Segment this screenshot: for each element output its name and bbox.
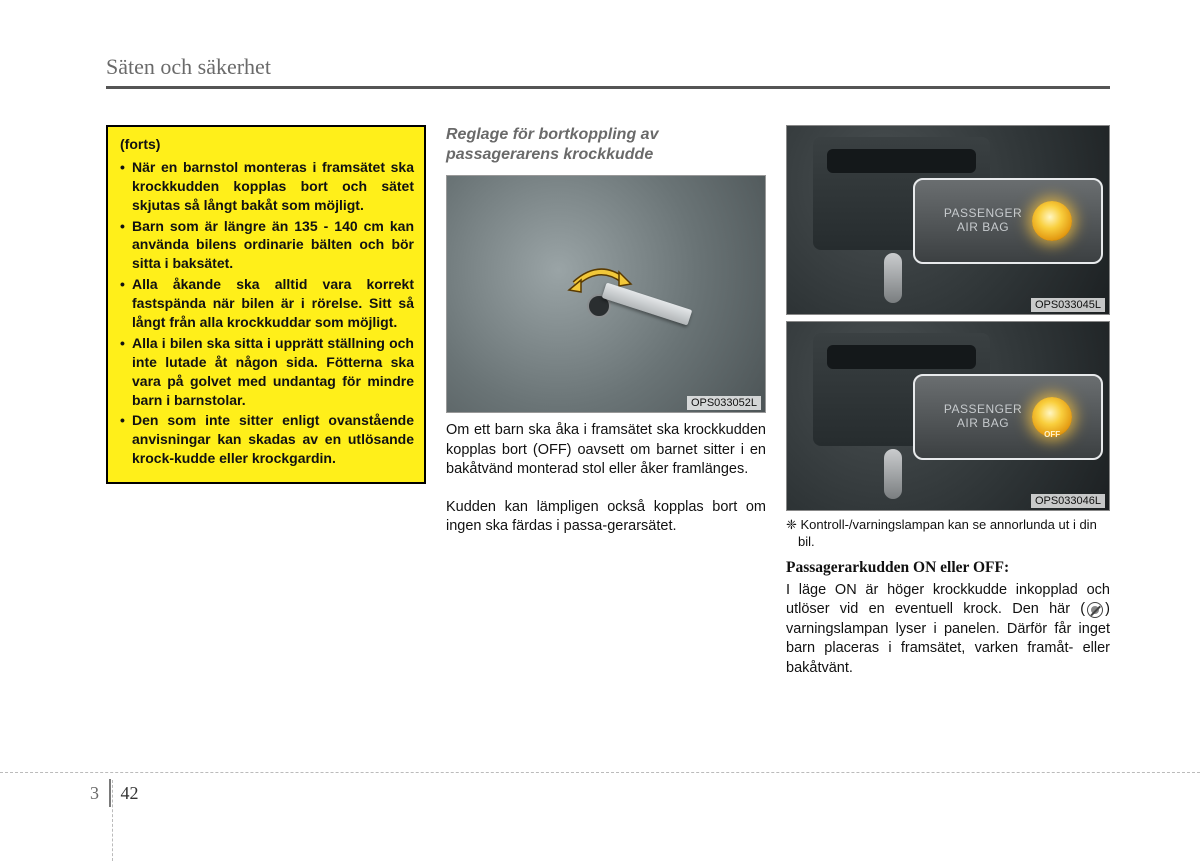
chapter-number: 3 <box>90 783 99 804</box>
figure-dashboard-off: PASSENGER AIR BAG OPS033046L <box>786 321 1110 511</box>
left-column: (forts) När en barnstol monteras i frams… <box>106 125 426 679</box>
content-columns: (forts) När en barnstol monteras i frams… <box>106 125 1110 679</box>
indicator-label-line: PASSENGER <box>944 206 1022 220</box>
indicator-label-line: PASSENGER <box>944 402 1022 416</box>
section-title: Säten och säkerhet <box>106 54 1110 80</box>
page-footer: 3 42 <box>90 779 139 807</box>
middle-paragraph: Om ett barn ska åka i framsätet ska kroc… <box>446 421 766 480</box>
footer-separator <box>109 779 111 807</box>
page-number: 42 <box>121 783 139 804</box>
shifter-graphic <box>884 449 902 499</box>
figure-code: OPS033052L <box>687 396 761 410</box>
figure-dashboard-on: PASSENGER AIR BAG OPS033045L <box>786 125 1110 315</box>
airbag-lamp-icon <box>1032 201 1072 241</box>
warning-item: Alla i bilen ska sitta i upprätt ställni… <box>118 334 414 410</box>
crop-mark-horizontal <box>0 772 1200 773</box>
page: Säten och säkerhet (forts) När en barnst… <box>0 0 1200 679</box>
airbag-indicator-inset: PASSENGER AIR BAG <box>913 374 1103 460</box>
indicator-label: PASSENGER AIR BAG <box>944 403 1022 431</box>
figure-code: OPS033045L <box>1031 298 1105 312</box>
warning-item: Den som inte sitter enligt ovanstående a… <box>118 411 414 468</box>
indicator-label-line: AIR BAG <box>957 220 1009 234</box>
airbag-off-inline-icon <box>1087 602 1103 618</box>
airbag-lamp-off-icon <box>1032 397 1072 437</box>
indicator-label: PASSENGER AIR BAG <box>944 207 1022 235</box>
figure-code: OPS033046L <box>1031 494 1105 508</box>
figure-footnote: ❈ Kontroll-/varningslampan kan se annorl… <box>786 517 1110 551</box>
warning-box: (forts) När en barnstol monteras i frams… <box>106 125 426 484</box>
indicator-label-line: AIR BAG <box>957 416 1009 430</box>
warning-list: När en barnstol monteras i framsätet ska… <box>118 158 414 468</box>
warning-item: Barn som är längre än 135 - 140 cm kan a… <box>118 217 414 274</box>
warning-item: När en barnstol monteras i framsätet ska… <box>118 158 414 215</box>
header-rule <box>106 86 1110 89</box>
body-text-a: I läge ON är höger krockkudde inkopplad … <box>786 582 1110 618</box>
middle-title: Reglage för bortkoppling av passageraren… <box>446 125 766 165</box>
airbag-indicator-inset: PASSENGER AIR BAG <box>913 178 1103 264</box>
shifter-graphic <box>884 253 902 303</box>
middle-column: Reglage för bortkoppling av passageraren… <box>446 125 766 679</box>
warning-continued-label: (forts) <box>118 135 414 154</box>
middle-paragraph: Kudden kan lämpligen också kopplas bort … <box>446 498 766 537</box>
right-column: PASSENGER AIR BAG OPS033045L PASSENGER A… <box>786 125 1110 679</box>
warning-item: Alla åkande ska alltid vara korrekt fast… <box>118 275 414 332</box>
right-body-text: I läge ON är höger krockkudde inkopplad … <box>786 581 1110 679</box>
subsection-title: Passagerarkudden ON eller OFF: <box>786 559 1110 577</box>
figure-airbag-switch: OPS033052L <box>446 175 766 413</box>
